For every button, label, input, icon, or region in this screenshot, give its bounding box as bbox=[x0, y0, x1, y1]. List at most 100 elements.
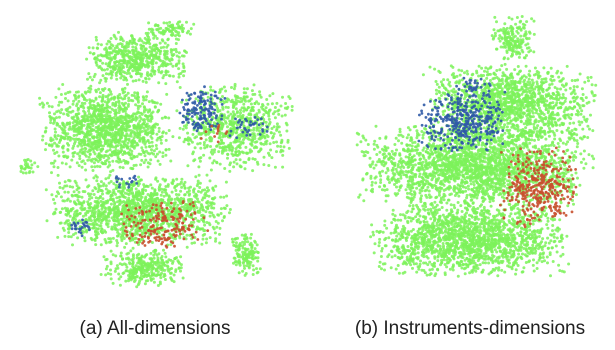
scatter-point bbox=[150, 60, 154, 64]
scatter-point bbox=[101, 61, 105, 65]
scatter-point bbox=[111, 138, 115, 142]
scatter-point bbox=[230, 237, 234, 241]
scatter-point bbox=[118, 158, 122, 161]
scatter-point bbox=[234, 158, 238, 162]
scatter-point bbox=[194, 216, 198, 220]
scatter-point bbox=[126, 69, 130, 73]
scatter-point bbox=[52, 165, 56, 169]
scatter-point bbox=[217, 136, 221, 140]
scatter-point bbox=[244, 99, 247, 103]
scatter-point bbox=[67, 227, 71, 231]
scatter-point bbox=[120, 233, 124, 237]
scatter-point bbox=[74, 181, 78, 185]
scatter-point bbox=[139, 178, 143, 182]
scatter-point bbox=[141, 140, 145, 144]
scatter-point bbox=[114, 136, 117, 140]
scatter-point bbox=[78, 150, 82, 154]
scatter-point bbox=[275, 128, 279, 132]
scatter-point bbox=[82, 123, 86, 127]
scatter-point bbox=[111, 281, 115, 285]
scatter-point bbox=[176, 26, 180, 30]
scatter-point bbox=[178, 86, 182, 89]
scatter-point bbox=[245, 134, 249, 137]
scatter-point bbox=[250, 149, 254, 153]
scatter-point bbox=[183, 137, 187, 141]
scatter-point bbox=[76, 95, 80, 99]
scatter-point bbox=[89, 115, 93, 119]
scatter-point bbox=[94, 129, 98, 133]
scatter-point bbox=[157, 65, 161, 69]
scatter-point bbox=[117, 133, 121, 137]
scatter-point bbox=[196, 104, 199, 107]
scatter-point bbox=[86, 77, 89, 81]
scatter-point bbox=[251, 273, 255, 276]
scatter-point bbox=[182, 66, 186, 70]
scatter-point bbox=[154, 61, 158, 65]
scatter-point bbox=[149, 191, 153, 195]
scatter-point bbox=[87, 109, 91, 113]
scatter-point bbox=[104, 79, 108, 83]
scatter-point bbox=[153, 34, 157, 38]
scatter-point bbox=[252, 83, 256, 87]
scatter-point bbox=[56, 134, 60, 138]
scatter-point bbox=[66, 148, 70, 152]
scatter-point bbox=[182, 205, 186, 209]
scatter-point bbox=[152, 36, 156, 40]
scatter-point bbox=[145, 133, 149, 137]
scatter-point bbox=[132, 257, 135, 260]
scatter-point bbox=[150, 51, 154, 54]
scatter-point bbox=[123, 61, 126, 65]
scatter-point bbox=[142, 240, 146, 243]
scatter-point bbox=[156, 28, 160, 32]
scatter-point bbox=[125, 252, 129, 256]
scatter-point bbox=[239, 97, 243, 100]
scatter-point bbox=[103, 124, 107, 128]
scatter-point bbox=[127, 183, 131, 186]
scatter-point bbox=[234, 147, 238, 151]
scatter-point bbox=[146, 71, 150, 75]
scatter-point bbox=[47, 104, 51, 108]
scatter-point bbox=[112, 33, 116, 37]
scatter-point bbox=[112, 182, 116, 186]
scatter-point bbox=[256, 115, 260, 119]
scatter-point bbox=[136, 221, 140, 225]
scatter-point bbox=[121, 88, 125, 92]
scatter-point bbox=[135, 155, 139, 158]
scatter-point bbox=[143, 106, 147, 110]
scatter-point bbox=[185, 233, 189, 237]
scatter-point bbox=[117, 185, 121, 189]
scatter-point bbox=[235, 139, 239, 143]
scatter-point bbox=[129, 74, 133, 78]
scatter-point bbox=[125, 265, 129, 269]
scatter-point bbox=[203, 223, 207, 227]
scatter-point bbox=[222, 206, 226, 210]
scatter-point bbox=[63, 190, 67, 194]
scatter-point bbox=[265, 130, 269, 133]
scatter-point bbox=[239, 142, 243, 146]
scatter-point bbox=[124, 112, 128, 116]
scatter-point bbox=[132, 210, 136, 214]
scatter-point bbox=[256, 132, 260, 136]
scatter-point bbox=[72, 216, 76, 220]
scatter-point bbox=[157, 30, 161, 34]
scatter-point bbox=[237, 271, 241, 275]
scatter-point bbox=[159, 102, 163, 106]
scatter-point bbox=[175, 54, 179, 58]
scatter-point bbox=[265, 139, 269, 143]
scatter-point bbox=[138, 226, 142, 230]
scatter-point bbox=[115, 216, 119, 220]
scatter-point bbox=[94, 147, 98, 150]
scatter-point bbox=[177, 34, 181, 38]
scatter-point bbox=[520, 48, 524, 52]
scatter-point bbox=[220, 151, 224, 155]
scatter-point bbox=[144, 210, 148, 214]
scatter-point bbox=[96, 182, 100, 186]
scatter-point bbox=[124, 106, 128, 110]
scatter-point bbox=[199, 146, 203, 150]
scatter-point bbox=[86, 119, 90, 122]
scatter-point bbox=[99, 203, 103, 207]
scatter-point bbox=[64, 162, 68, 166]
scatter-point bbox=[98, 213, 102, 216]
scatter-point bbox=[61, 226, 65, 230]
scatter-point bbox=[154, 43, 158, 47]
